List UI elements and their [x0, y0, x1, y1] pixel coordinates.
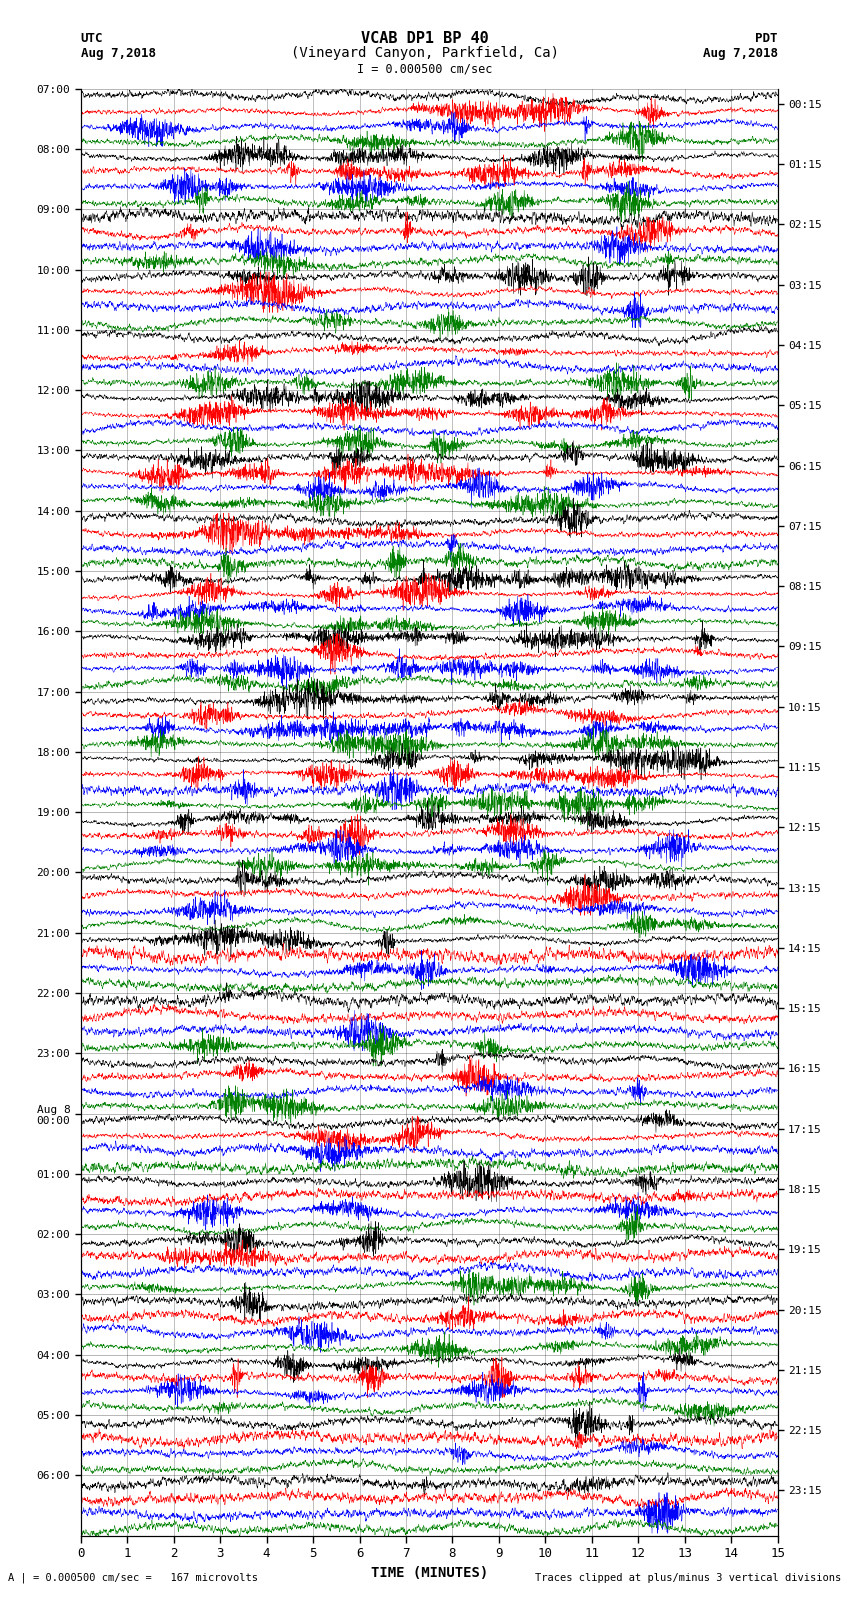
Text: A | = 0.000500 cm/sec =   167 microvolts: A | = 0.000500 cm/sec = 167 microvolts — [8, 1573, 258, 1582]
Text: VCAB DP1 BP 40: VCAB DP1 BP 40 — [361, 31, 489, 47]
Text: Traces clipped at plus/minus 3 vertical divisions: Traces clipped at plus/minus 3 vertical … — [536, 1573, 842, 1582]
Text: Aug 7,2018: Aug 7,2018 — [81, 47, 156, 60]
Text: (Vineyard Canyon, Parkfield, Ca): (Vineyard Canyon, Parkfield, Ca) — [291, 47, 559, 60]
Text: PDT: PDT — [756, 32, 778, 45]
Text: UTC: UTC — [81, 32, 103, 45]
Text: Aug 7,2018: Aug 7,2018 — [703, 47, 778, 60]
X-axis label: TIME (MINUTES): TIME (MINUTES) — [371, 1566, 488, 1581]
Text: I = 0.000500 cm/sec: I = 0.000500 cm/sec — [357, 63, 493, 76]
